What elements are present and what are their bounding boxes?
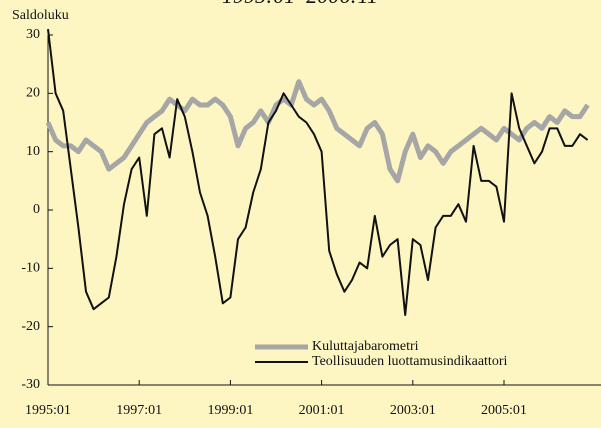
y-tick-label: 0: [33, 202, 40, 217]
y-tick-label: 10: [26, 144, 40, 159]
x-tick-label: 2005:01: [481, 403, 527, 418]
legend-label: Kuluttajabarometri: [312, 339, 419, 354]
series-line: [47, 29, 589, 316]
y-tick-label: 20: [26, 86, 40, 101]
x-tick-label: 1997:01: [116, 403, 162, 418]
y-tick-label: -10: [21, 261, 40, 276]
x-tick-label: 1995:01: [25, 403, 71, 418]
x-tick-label: 2003:01: [390, 403, 436, 418]
series-line: [45, 79, 590, 184]
y-tick-label: -30: [21, 377, 40, 392]
y-tick-label: 30: [26, 27, 40, 42]
legend-label: Teollisuuden luottamusindikaattori: [312, 354, 507, 369]
y-axis-label: Saldoluku: [12, 8, 69, 23]
chart-title: 1995:01–2006:11: [222, 0, 378, 8]
x-tick-label: 1999:01: [207, 403, 253, 418]
x-tick-label: 2001:01: [299, 403, 345, 418]
y-tick-label: -20: [21, 319, 40, 334]
